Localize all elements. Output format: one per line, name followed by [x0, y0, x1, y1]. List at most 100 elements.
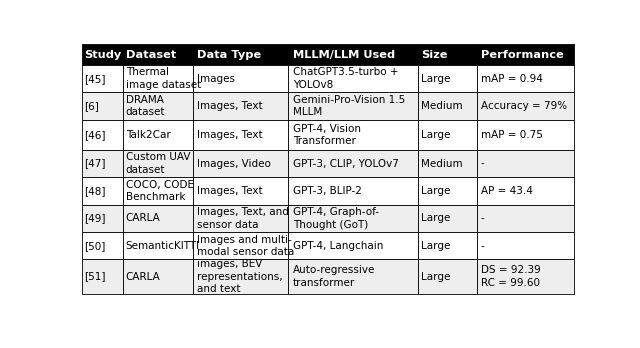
- Bar: [287, 205, 419, 232]
- Text: [6]: [6]: [84, 101, 99, 111]
- Text: GPT-3, BLIP-2: GPT-3, BLIP-2: [292, 186, 362, 196]
- Text: GPT-4, Graph-of-
Thought (GoT): GPT-4, Graph-of- Thought (GoT): [292, 207, 379, 230]
- Text: -: -: [481, 159, 484, 168]
- Bar: [123, 150, 193, 177]
- Bar: [477, 232, 573, 259]
- Bar: [477, 92, 573, 120]
- Bar: [287, 92, 419, 120]
- Text: CARLA: CARLA: [126, 271, 161, 282]
- Bar: [123, 65, 193, 92]
- Text: Images, Text: Images, Text: [196, 101, 262, 111]
- Bar: [83, 150, 123, 177]
- Bar: [193, 259, 287, 294]
- Text: -: -: [481, 241, 484, 251]
- Text: Images, Text, and
sensor data: Images, Text, and sensor data: [196, 207, 289, 230]
- Text: Custom UAV
dataset: Custom UAV dataset: [126, 152, 190, 175]
- Bar: [123, 259, 193, 294]
- Bar: [83, 120, 123, 150]
- Bar: [83, 65, 123, 92]
- Bar: [83, 259, 123, 294]
- Text: Images, Text: Images, Text: [196, 186, 262, 196]
- Bar: [287, 150, 419, 177]
- Text: -: -: [481, 213, 484, 223]
- Bar: [123, 232, 193, 259]
- Text: MLLM/LLM Used: MLLM/LLM Used: [292, 50, 395, 60]
- Bar: [477, 259, 573, 294]
- Text: [49]: [49]: [84, 213, 106, 223]
- Text: Large: Large: [420, 213, 450, 223]
- Text: [45]: [45]: [84, 74, 106, 84]
- Bar: [287, 120, 419, 150]
- Bar: [83, 177, 123, 205]
- Bar: [419, 205, 477, 232]
- Text: Performance: Performance: [481, 50, 564, 60]
- Text: GPT-4, Vision
Transformer: GPT-4, Vision Transformer: [292, 124, 361, 146]
- Text: Gemini-Pro-Vision 1.5
MLLM: Gemini-Pro-Vision 1.5 MLLM: [292, 95, 405, 117]
- Bar: [123, 120, 193, 150]
- Text: GPT-4, Langchain: GPT-4, Langchain: [292, 241, 383, 251]
- Text: DS = 92.39
RC = 99.60: DS = 92.39 RC = 99.60: [481, 265, 541, 288]
- Text: [51]: [51]: [84, 271, 106, 282]
- Bar: [477, 205, 573, 232]
- Bar: [123, 177, 193, 205]
- Text: SemanticKITTI: SemanticKITTI: [126, 241, 200, 251]
- Bar: [83, 92, 123, 120]
- Text: Large: Large: [420, 186, 450, 196]
- Bar: [287, 177, 419, 205]
- Text: Medium: Medium: [420, 101, 463, 111]
- Bar: [419, 150, 477, 177]
- Bar: [419, 65, 477, 92]
- Bar: [287, 65, 419, 92]
- Bar: [123, 92, 193, 120]
- Text: COCO, CODE
Benchmark: COCO, CODE Benchmark: [126, 180, 194, 202]
- Bar: [193, 205, 287, 232]
- Text: Large: Large: [420, 74, 450, 84]
- Text: DRAMA
dataset: DRAMA dataset: [126, 95, 165, 117]
- Text: [46]: [46]: [84, 130, 106, 140]
- Text: Accuracy = 79%: Accuracy = 79%: [481, 101, 567, 111]
- Bar: [419, 92, 477, 120]
- Bar: [477, 120, 573, 150]
- Text: Study: Study: [84, 50, 122, 60]
- Bar: [419, 177, 477, 205]
- Bar: [83, 205, 123, 232]
- Text: Data Type: Data Type: [196, 50, 260, 60]
- Text: Dataset: Dataset: [126, 50, 176, 60]
- Bar: [83, 232, 123, 259]
- Bar: [193, 177, 287, 205]
- Bar: [287, 45, 419, 65]
- Text: images, BEV
representations,
and text: images, BEV representations, and text: [196, 259, 282, 294]
- Text: Images: Images: [196, 74, 234, 84]
- Text: Size: Size: [420, 50, 447, 60]
- Bar: [193, 65, 287, 92]
- Text: Large: Large: [420, 241, 450, 251]
- Text: [47]: [47]: [84, 159, 106, 168]
- Text: Medium: Medium: [420, 159, 463, 168]
- Bar: [287, 232, 419, 259]
- Text: Large: Large: [420, 130, 450, 140]
- Text: CARLA: CARLA: [126, 213, 161, 223]
- Text: ChatGPT3.5-turbo +
YOLOv8: ChatGPT3.5-turbo + YOLOv8: [292, 68, 398, 90]
- Bar: [477, 65, 573, 92]
- Text: GPT-3, CLIP, YOLOv7: GPT-3, CLIP, YOLOv7: [292, 159, 399, 168]
- Text: Large: Large: [420, 271, 450, 282]
- Text: Images, Text: Images, Text: [196, 130, 262, 140]
- Bar: [419, 45, 477, 65]
- Bar: [419, 232, 477, 259]
- Text: mAP = 0.75: mAP = 0.75: [481, 130, 543, 140]
- Bar: [123, 45, 193, 65]
- Bar: [287, 259, 419, 294]
- Text: [48]: [48]: [84, 186, 106, 196]
- Bar: [477, 177, 573, 205]
- Text: AP = 43.4: AP = 43.4: [481, 186, 532, 196]
- Bar: [193, 232, 287, 259]
- Text: Auto-regressive
transformer: Auto-regressive transformer: [292, 265, 375, 288]
- Text: mAP = 0.94: mAP = 0.94: [481, 74, 543, 84]
- Text: Images and multi-
modal sensor data: Images and multi- modal sensor data: [196, 235, 294, 257]
- Text: [50]: [50]: [84, 241, 106, 251]
- Bar: [193, 92, 287, 120]
- Bar: [419, 259, 477, 294]
- Bar: [193, 150, 287, 177]
- Bar: [477, 150, 573, 177]
- Bar: [419, 120, 477, 150]
